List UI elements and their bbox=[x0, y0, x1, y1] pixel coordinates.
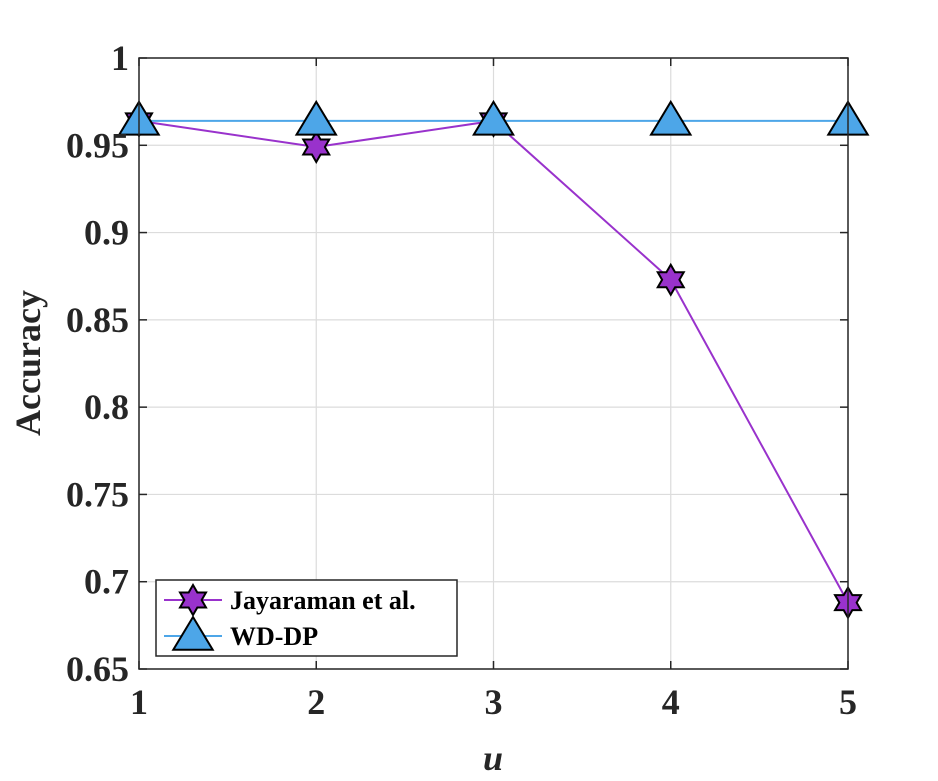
data-point-jayaraman bbox=[301, 130, 331, 165]
y-tick-label: 0.9 bbox=[84, 213, 129, 253]
x-tick-label: 5 bbox=[839, 682, 857, 722]
y-tick-label: 0.8 bbox=[84, 387, 129, 427]
legend-marker-wd-dp bbox=[171, 615, 215, 651]
y-tick-label: 0.65 bbox=[66, 649, 129, 689]
x-tick-label: 4 bbox=[662, 682, 680, 722]
series-layer bbox=[117, 99, 870, 620]
legend: Jayaraman et al. WD-DP bbox=[155, 579, 458, 657]
legend-label-wd-dp: WD-DP bbox=[230, 622, 318, 651]
data-point-wd-dp bbox=[472, 99, 515, 136]
y-tick-label: 0.95 bbox=[66, 125, 129, 165]
data-point-jayaraman bbox=[656, 262, 686, 297]
grid bbox=[138, 57, 849, 670]
legend-items: Jayaraman et al. WD-DP bbox=[164, 582, 416, 651]
y-tick-label: 0.85 bbox=[66, 300, 129, 340]
y-tick-label: 1 bbox=[111, 38, 129, 78]
ticks bbox=[138, 57, 849, 670]
x-tick-label: 3 bbox=[485, 682, 503, 722]
data-point-wd-dp bbox=[294, 99, 338, 136]
y-tick-label: 0.75 bbox=[66, 474, 129, 514]
data-point-wd-dp bbox=[649, 99, 693, 136]
x-axis-label: u bbox=[483, 738, 503, 778]
y-axis-label: Accuracy bbox=[8, 290, 48, 436]
y-tick-label: 0.7 bbox=[84, 562, 129, 602]
x-tick-labels: 1 2 3 4 5 bbox=[130, 682, 857, 722]
x-tick-label: 2 bbox=[307, 682, 325, 722]
x-tick-label: 1 bbox=[130, 682, 148, 722]
y-tick-labels: 0.65 0.7 0.75 0.8 0.85 0.9 0.95 1 bbox=[66, 38, 129, 689]
legend-label-jayaraman: Jayaraman et al. bbox=[230, 586, 416, 615]
legend-marker-jayaraman bbox=[178, 582, 208, 618]
